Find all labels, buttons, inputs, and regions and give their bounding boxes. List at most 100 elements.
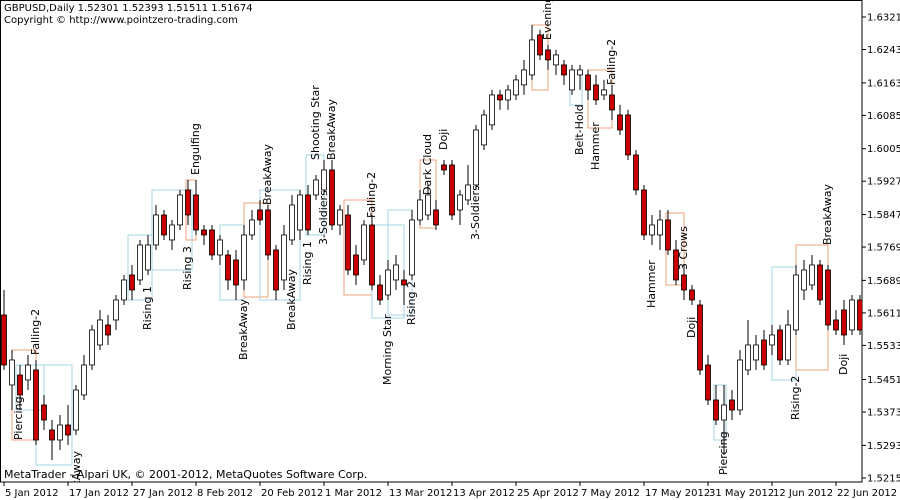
- candle-body: [513, 79, 519, 96]
- y-tick-label: 1.56890: [867, 276, 900, 287]
- x-tick-label: 7 May 2012: [581, 488, 640, 499]
- candle-body: [857, 299, 862, 331]
- candle-body: [17, 374, 23, 396]
- candle-body: [689, 289, 695, 301]
- candle-body: [433, 209, 439, 226]
- candle-body: [473, 129, 479, 186]
- candle-body: [321, 169, 327, 191]
- candle-body: [481, 114, 487, 146]
- candle-body: [201, 229, 207, 236]
- pattern-label: Hammer: [589, 122, 602, 170]
- candle-body: [737, 359, 743, 411]
- pattern-label: BreakAway: [821, 183, 834, 245]
- candle-body: [401, 279, 407, 286]
- candle-body: [289, 204, 295, 241]
- chart-title: GBPUSD,Daily 1.52301 1.52393 1.51511 1.5…: [4, 3, 253, 14]
- pattern-label: Dark Cloud: [421, 134, 434, 195]
- candle-body: [305, 194, 311, 231]
- candle-body: [545, 49, 551, 61]
- pattern-labels: Piercing Falling-2 BreakAway Rising 1 Rising…: [12, 0, 850, 500]
- candle-body: [729, 399, 735, 411]
- candle-body: [809, 264, 815, 286]
- candle-body: [169, 224, 175, 241]
- candle-body: [625, 114, 631, 156]
- candle-body: [457, 194, 463, 211]
- pattern-label: Rising 1: [141, 286, 154, 330]
- candle-body: [225, 254, 231, 281]
- candle-body: [65, 424, 71, 436]
- candle-body: [385, 269, 391, 296]
- candle-body: [617, 114, 623, 131]
- candle-body: [673, 249, 679, 281]
- pattern-label: Belt-Hold: [573, 104, 586, 155]
- candle-body: [297, 194, 303, 231]
- candle-body: [569, 69, 575, 91]
- candle-body: [529, 39, 535, 76]
- candle-body: [465, 184, 471, 201]
- pattern-label: 3-Soldiers: [317, 190, 330, 245]
- candle-body: [825, 269, 831, 326]
- pattern-label: Doji: [837, 354, 850, 375]
- candle-body: [721, 404, 727, 421]
- candle-body: [9, 359, 15, 386]
- candle-body: [345, 214, 351, 271]
- candle-body: [145, 244, 151, 271]
- candle-body: [553, 54, 559, 66]
- candle-body: [705, 364, 711, 401]
- x-tick-label: 8 Feb 2012: [197, 488, 253, 499]
- candle-body: [521, 69, 527, 86]
- pattern-label: Morning Star: [381, 314, 394, 385]
- candle-body: [41, 404, 47, 421]
- candle-body: [849, 299, 855, 331]
- candle-body: [785, 324, 791, 361]
- candle-body: [505, 89, 511, 101]
- candle-body: [193, 194, 199, 231]
- candle-body: [489, 94, 495, 126]
- y-tick-label: 1.61630: [867, 78, 900, 89]
- candle-body: [841, 309, 847, 336]
- candle-body: [697, 304, 703, 371]
- y-tick-label: 1.62430: [867, 45, 900, 56]
- candle-body: [249, 219, 255, 236]
- y-tick-label: 1.63210: [867, 13, 900, 24]
- candle-body: [633, 154, 639, 191]
- candle-body: [769, 334, 775, 346]
- x-tick-label: 1 Mar 2012: [325, 488, 382, 499]
- candle-body: [393, 264, 399, 281]
- x-tick-label: 17 Jan 2012: [69, 488, 129, 499]
- candle-body: [161, 214, 167, 236]
- y-tick-label: 1.54510: [867, 375, 900, 386]
- candle-body: [129, 274, 135, 291]
- pattern-label: Shooting Star: [309, 85, 322, 160]
- pattern-label: BreakAway: [261, 143, 274, 205]
- candle-body: [185, 189, 191, 216]
- y-tick-label: 1.52150: [867, 473, 900, 484]
- pattern-label: Rising-2: [789, 376, 802, 420]
- candle-body: [241, 234, 247, 281]
- candle-body: [361, 224, 367, 261]
- pattern-label: BreakAway: [70, 450, 83, 500]
- x-tick-label: 27 Jan 2012: [133, 488, 193, 499]
- candle-body: [313, 179, 319, 196]
- candle-body: [49, 429, 55, 441]
- candle-body: [641, 189, 647, 236]
- candle-body: [329, 169, 335, 226]
- candle-body: [369, 224, 375, 286]
- candle-body: [561, 64, 567, 76]
- candle-body: [745, 344, 751, 371]
- candle-body: [377, 284, 383, 301]
- pattern-label: Rising 1: [301, 241, 314, 285]
- candle-body: [73, 389, 79, 431]
- x-tick-label: 12 Jun 2012: [773, 488, 833, 499]
- candle-body: [97, 319, 103, 346]
- y-tick-label: 1.60850: [867, 111, 900, 122]
- pattern-label: Evening: [541, 0, 554, 40]
- candle-body: [81, 364, 87, 396]
- candle-body: [681, 274, 687, 291]
- pattern-label: Falling-2: [605, 39, 618, 85]
- pattern-label: Piercing: [12, 396, 25, 440]
- candle-body: [609, 94, 615, 111]
- candle-body: [497, 94, 503, 101]
- candle-body: [601, 89, 607, 96]
- pattern-label: Doji: [685, 317, 698, 338]
